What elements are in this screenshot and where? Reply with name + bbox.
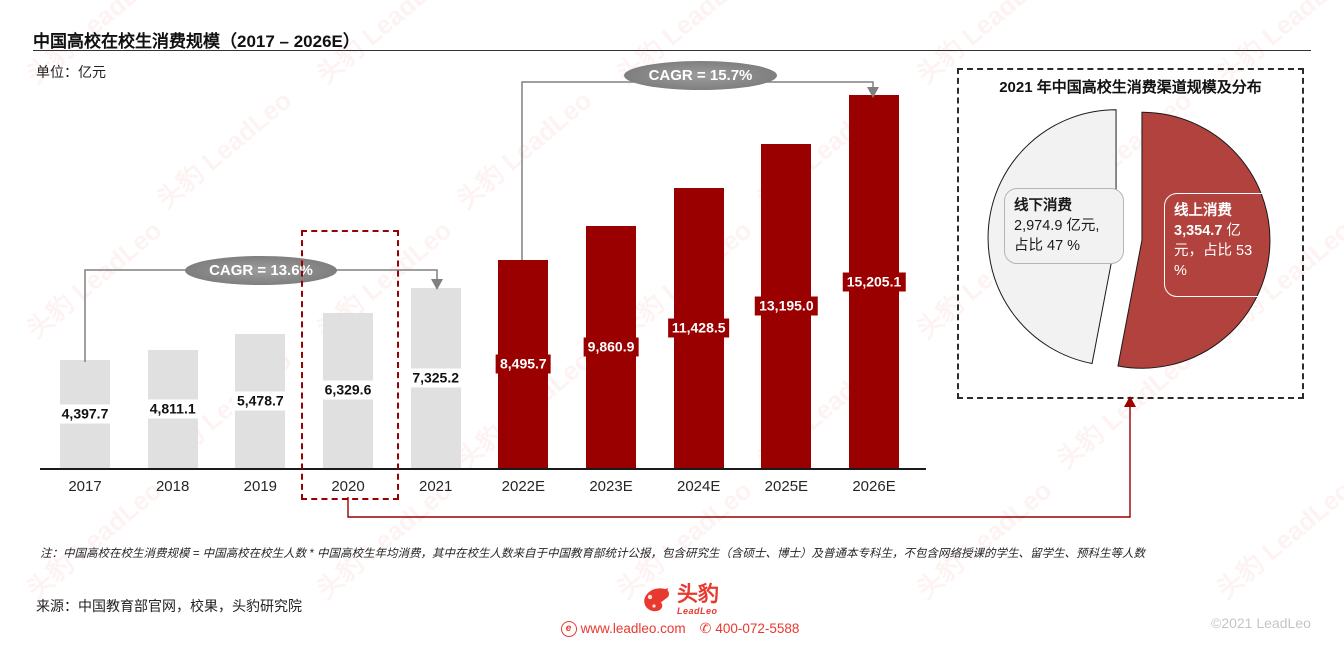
brand-watermark: 头豹 LeadLeo: [1210, 474, 1344, 605]
bar-chart: 4,397.7 2017 4,811.1 2018 5,478.7 2019 6,329.6…: [0, 80, 940, 495]
x-tick-2026E: 2026E: [852, 478, 896, 495]
footnote: 注：中国高校在校生消费规模 = 中国高校在校生人数 * 中国高校生年均消费，其中…: [40, 548, 1145, 560]
x-tick-2023E: 2023E: [589, 478, 633, 495]
x-tick-2018: 2018: [155, 478, 190, 495]
bar-value-2024E: 11,428.5: [667, 318, 730, 338]
online-slice-name: 线上消费: [1174, 203, 1232, 219]
source-line: 来源：中国教育部官网，校果，头豹研究院: [36, 598, 302, 614]
page-title: 中国高校在校生消费规模（2017 – 2026E）: [33, 32, 360, 51]
offline-slice-detail: 2,974.9 亿元, 占比 47 %: [1014, 218, 1100, 254]
online-slice-detail: 3,354.7 亿元，占比 53 %: [1174, 221, 1266, 281]
phone-icon: ✆: [699, 620, 712, 636]
phone-item: ✆ 400-072-5588: [700, 620, 800, 637]
bar-value-2017: 4,397.7: [57, 404, 113, 424]
online-slice-rest: 亿元，占比 53 %: [1174, 223, 1253, 279]
pie-panel-title: 2021 年中国高校生消费渠道规模及分布: [999, 79, 1262, 96]
pie-chart: [987, 109, 1271, 369]
phone-text: 400-072-5588: [715, 621, 800, 636]
bar-value-2020: 6,329.6: [320, 380, 376, 400]
brand-watermark: 头豹 LeadLeo: [910, 474, 1058, 605]
title-divider: [33, 50, 1311, 51]
footer: 头豹 LeadLeo e www.leadleo.com ✆ 400-072-558…: [540, 583, 820, 637]
brand-name-cn: 头豹: [677, 583, 719, 606]
x-tick-2017: 2017: [68, 478, 102, 495]
online-consumption-label: 线上消费 3,354.7 亿元，占比 53 %: [1164, 193, 1276, 297]
bar-value-2026E: 15,205.1: [842, 272, 906, 291]
unit-label: 单位：亿元: [36, 64, 106, 80]
x-tick-2019: 2019: [243, 478, 278, 495]
bar-value-2018: 4,811.1: [145, 399, 200, 419]
bar-value-2019: 5,478.7: [232, 391, 288, 411]
online-slice-amount: 3,354.7: [1174, 223, 1223, 239]
contact-row: e www.leadleo.com ✆ 400-072-5588: [540, 620, 820, 637]
leadleo-leopard-logo-icon: [644, 588, 669, 612]
offline-slice-name: 线下消费: [1014, 198, 1072, 214]
x-tick-2025E: 2025E: [764, 478, 809, 495]
pie-panel: 2021 年中国高校生消费渠道规模及分布 线下消费 2,974.9 亿元, 占比…: [957, 68, 1304, 399]
copyright: ©2021 LeadLeo: [1211, 615, 1311, 631]
x-tick-2022E: 2022E: [501, 478, 546, 495]
website-link[interactable]: e www.leadleo.com: [560, 620, 686, 637]
brand-name-en: LeadLeo: [677, 606, 718, 616]
globe-icon: e: [560, 620, 577, 637]
x-tick-2024E: 2024E: [677, 478, 721, 495]
bar-value-2021: 7,325.2: [408, 368, 464, 388]
brand-row: 头豹 LeadLeo: [540, 583, 820, 617]
website-text: www.leadleo.com: [580, 621, 686, 636]
bar-value-2022E: 8,495.7: [495, 354, 551, 374]
x-tick-2021: 2021: [418, 478, 453, 495]
brand-text: 头豹 LeadLeo: [677, 583, 719, 617]
cagr-annotation-2022-2026: CAGR = 15.7%: [624, 61, 777, 90]
x-axis-line: [40, 468, 926, 470]
highlight-box-2020: [301, 230, 399, 500]
bar-value-2025E: 13,195.0: [755, 296, 818, 316]
bar-value-2023E: 9,860.9: [583, 337, 639, 357]
pie-slice-online: [1117, 111, 1271, 369]
offline-consumption-label: 线下消费 2,974.9 亿元, 占比 47 %: [1004, 188, 1124, 264]
